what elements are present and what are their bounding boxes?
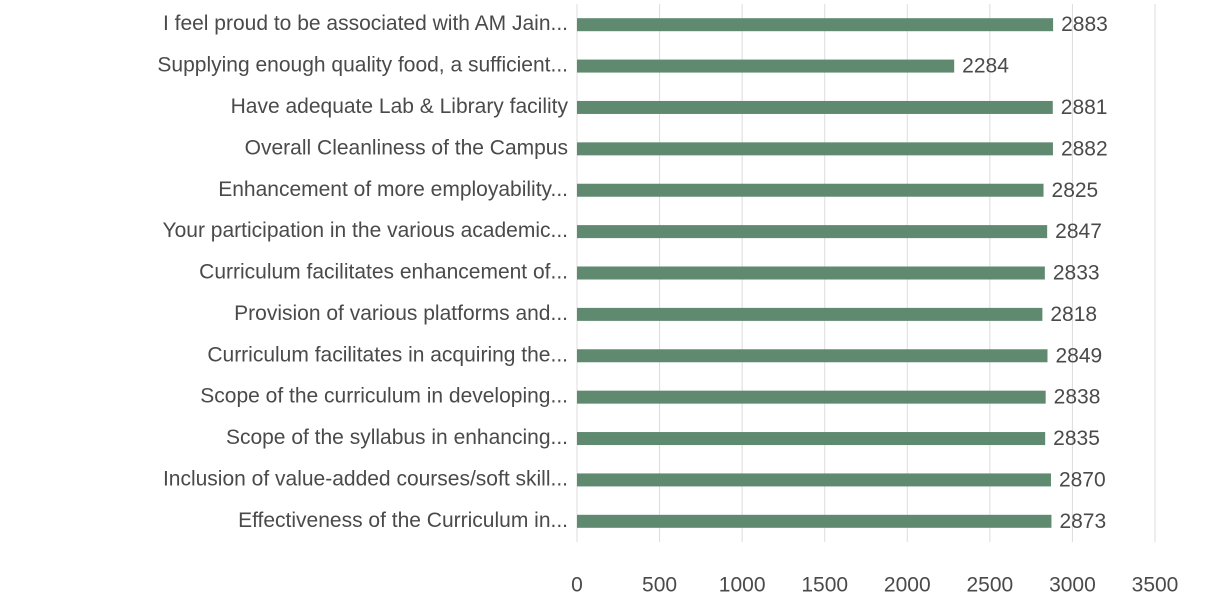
data-label: 2284 xyxy=(962,55,1009,78)
y-tick-label: Provision of various platforms and... xyxy=(234,302,568,325)
data-label: 2818 xyxy=(1050,303,1097,326)
bar xyxy=(577,473,1051,487)
y-tick-label: Inclusion of value-added courses/soft sk… xyxy=(163,467,568,490)
x-tick-label: 2500 xyxy=(966,574,1013,597)
data-label: 2881 xyxy=(1061,96,1108,119)
x-tick-label: 500 xyxy=(642,574,677,597)
bar xyxy=(577,59,955,73)
bar xyxy=(577,183,1044,197)
bar xyxy=(577,349,1048,363)
data-label: 2838 xyxy=(1054,386,1101,409)
bar xyxy=(577,142,1053,156)
y-tick-label: Curriculum facilitates enhancement of... xyxy=(199,261,568,284)
x-tick-label: 3500 xyxy=(1132,574,1179,597)
y-tick-label: Scope of the syllabus in enhancing... xyxy=(226,426,568,449)
y-tick-label: Enhancement of more employability... xyxy=(218,178,568,201)
bar xyxy=(577,225,1048,239)
y-tick-label: Scope of the curriculum in developing... xyxy=(200,385,568,408)
data-label: 2825 xyxy=(1052,179,1099,202)
y-tick-label: Curriculum facilitates in acquiring the.… xyxy=(207,343,568,366)
data-label: 2883 xyxy=(1061,13,1108,36)
data-label: 2882 xyxy=(1061,137,1108,160)
bar xyxy=(577,432,1046,446)
bar xyxy=(577,514,1052,528)
y-tick-label: Supplying enough quality food, a suffici… xyxy=(157,54,568,77)
x-tick-label: 3000 xyxy=(1049,574,1096,597)
data-label: 2833 xyxy=(1053,262,1100,285)
data-label: 2873 xyxy=(1059,510,1106,533)
bar xyxy=(577,266,1045,280)
x-tick-label: 1000 xyxy=(719,574,766,597)
x-tick-label: 2000 xyxy=(884,574,931,597)
bar xyxy=(577,307,1043,321)
data-label: 2849 xyxy=(1055,344,1102,367)
y-tick-label: Effectiveness of the Curriculum in... xyxy=(238,509,568,532)
data-label: 2835 xyxy=(1053,427,1100,450)
y-tick-label: I feel proud to be associated with AM Ja… xyxy=(163,12,568,35)
x-tick-label: 1500 xyxy=(801,574,848,597)
bar xyxy=(577,18,1054,32)
bar xyxy=(577,100,1053,114)
data-label: 2847 xyxy=(1055,220,1102,243)
data-label: 2870 xyxy=(1059,468,1106,491)
bar xyxy=(577,390,1046,404)
y-tick-label: Have adequate Lab & Library facility xyxy=(231,95,569,118)
y-tick-label: Overall Cleanliness of the Campus xyxy=(245,136,568,159)
y-tick-label: Your participation in the various academ… xyxy=(163,219,568,242)
x-tick-label: 0 xyxy=(571,574,583,597)
